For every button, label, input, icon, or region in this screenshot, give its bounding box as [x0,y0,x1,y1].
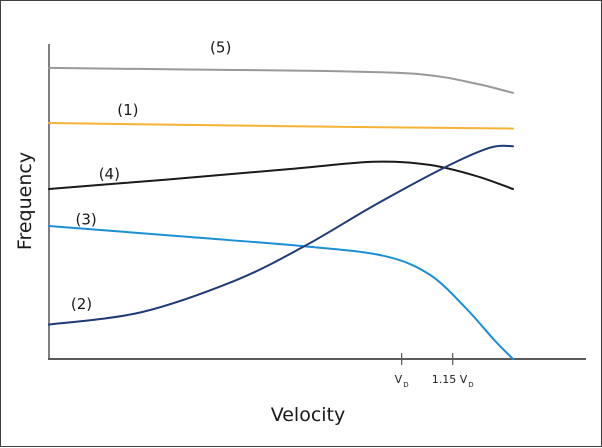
series-label-3: (3) [75,210,96,228]
x-tick-label: 1.15 VD [432,373,474,389]
y-axis-title: Frequency [14,152,36,250]
series-line-1 [48,122,514,130]
series-line-2 [48,144,514,326]
series-label-2: (2) [71,295,92,313]
series-label-1: (1) [117,101,138,119]
series-layer [48,66,514,360]
series-line-4 [48,160,514,190]
x-tick-label: VD [395,373,409,389]
series-line-3 [48,225,514,360]
series-line-5 [48,66,514,94]
series-label-5: (5) [210,38,231,56]
axes: VD 1.15 VD [48,44,586,389]
series-label-4: (4) [99,165,120,183]
x-axis-title: Velocity [271,404,346,426]
labels-layer: (5) (1) (4) (3) (2) [71,38,231,313]
